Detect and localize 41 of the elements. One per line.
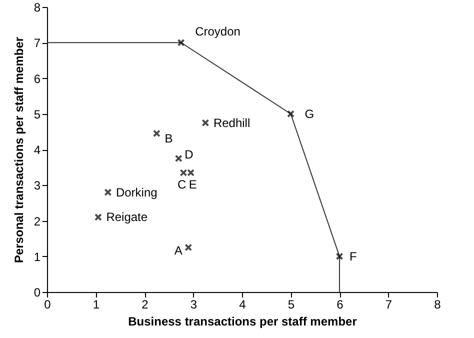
y-tick-label: 4	[34, 143, 41, 157]
annotation: D	[184, 147, 194, 162]
annotation: E	[188, 178, 197, 192]
annotation: A	[174, 243, 182, 258]
x-tick-label: 2	[142, 298, 149, 312]
point	[152, 130, 160, 138]
y-tick-label: 5	[34, 107, 41, 122]
annotation: Croydon	[195, 24, 240, 39]
point	[104, 188, 112, 196]
point	[174, 154, 182, 162]
y-axis-title: Personal transactions per staff member	[12, 36, 26, 264]
x-tick-label: 1	[92, 298, 100, 312]
x-tick-label: 7	[385, 298, 392, 312]
point	[94, 213, 102, 221]
annotation: B	[164, 131, 173, 146]
point	[287, 110, 294, 118]
y-tick-label: 8	[34, 0, 41, 14]
y-tick-label: 6	[34, 72, 41, 86]
x-tick-label: 8	[434, 298, 442, 312]
annotation: C	[178, 178, 186, 192]
annotation: Reigate	[106, 210, 148, 224]
point	[177, 38, 185, 46]
x-axis-title: Business transactions per staff member	[128, 314, 358, 328]
y-tick-label: 2	[34, 214, 41, 228]
annotation: Redhill	[213, 116, 250, 130]
x-tick-label: 4	[239, 298, 246, 312]
x-tick-label: 0	[44, 298, 52, 312]
x-tick-label: 3	[190, 298, 198, 312]
point	[202, 119, 210, 127]
annotation: G	[304, 106, 314, 121]
y-tick-label: 1	[34, 250, 41, 264]
x-tick-label: 6	[336, 298, 344, 312]
y-tick-label: 7	[34, 36, 41, 50]
y-tick-label: 3	[34, 178, 41, 193]
line-series	[46, 42, 340, 292]
point	[336, 252, 344, 260]
point	[184, 244, 192, 252]
x-tick-label: 5	[288, 298, 295, 312]
y-tick-label: 0	[34, 286, 41, 300]
annotation: F	[350, 249, 357, 264]
annotation: Dorking	[116, 185, 158, 200]
